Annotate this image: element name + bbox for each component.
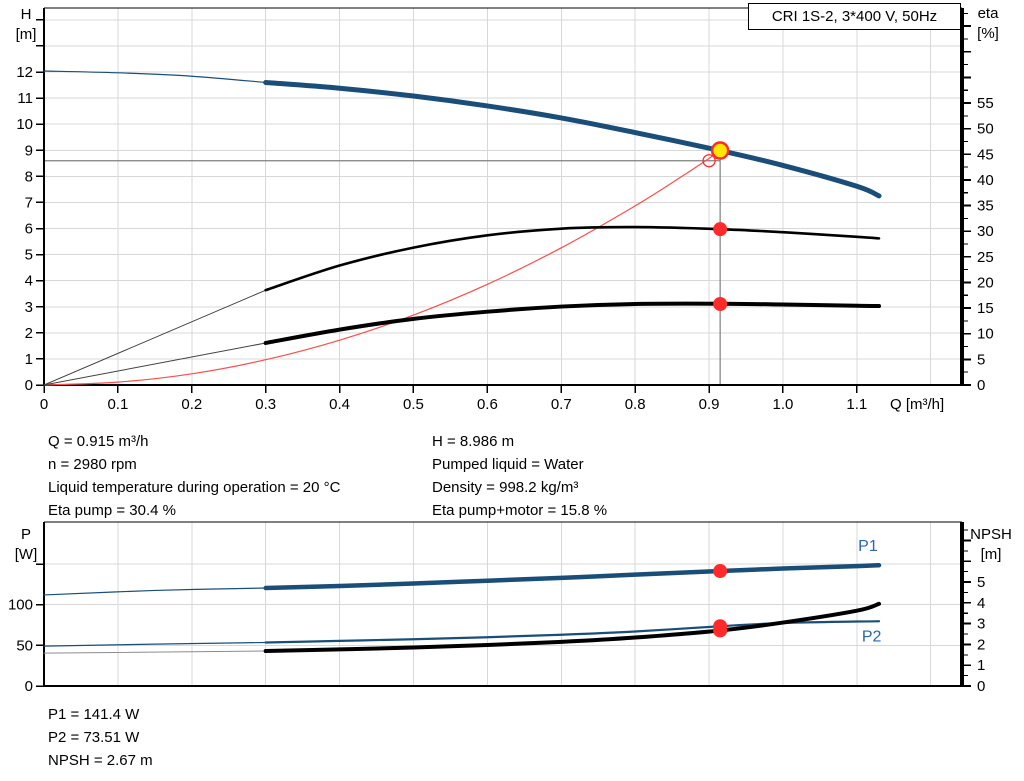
h-axis-symbol: H — [20, 6, 32, 23]
right-tick-label: 0 — [977, 678, 985, 695]
left-tick-label: 100 — [8, 597, 33, 614]
left-tick-label: 1 — [25, 351, 33, 368]
left-tick-label: 5 — [25, 247, 33, 264]
right-tick-label: 50 — [977, 121, 994, 138]
p1-point — [713, 564, 728, 579]
left-tick-label: 6 — [25, 221, 33, 238]
left-tick-label: 50 — [16, 637, 33, 654]
left-tick-label: 7 — [25, 194, 33, 211]
right-tick-label: 10 — [977, 326, 994, 343]
right-tick-label: 3 — [977, 616, 985, 633]
qh-curve — [263, 79, 882, 199]
p2-curve-label: P2 — [862, 628, 882, 645]
info-p2: P2 = 73.51 W — [48, 729, 140, 746]
left-tick-label: 3 — [25, 299, 33, 316]
x-tick-label: 1.1 — [846, 396, 867, 413]
x-tick-label: 0.6 — [477, 396, 498, 413]
x-tick-label: 0.4 — [329, 396, 350, 413]
eta-axis-unit: [%] — [977, 25, 999, 42]
eta-pump-motor-point — [713, 297, 728, 312]
right-tick-label: 20 — [977, 274, 994, 291]
x-tick-label: 0.3 — [255, 396, 276, 413]
left-tick-label: 11 — [17, 90, 33, 107]
p1-curve — [263, 563, 882, 591]
right-tick-label: 55 — [977, 95, 994, 112]
info-eta-pump: Eta pump = 30.4 % — [48, 502, 176, 519]
p2-curve-extrapolated — [43, 641, 267, 647]
right-tick-label: 0 — [977, 377, 985, 394]
npsh-curve — [263, 601, 882, 654]
x-tick-label: 0.1 — [107, 396, 128, 413]
right-tick-label: 5 — [977, 574, 985, 591]
x-tick-label: 1.0 — [773, 396, 794, 413]
left-tick-label: 8 — [25, 168, 33, 185]
npsh-curve-extrapolated — [43, 650, 267, 654]
npsh-axis-symbol: NPSH — [970, 526, 1012, 543]
p-axis-header: P [W] — [8, 525, 44, 565]
eta-pump-motor-extrapolated — [43, 342, 267, 386]
p1-curve-label: P1 — [858, 538, 878, 555]
right-tick-label: 45 — [977, 146, 994, 163]
left-tick-label: 4 — [25, 273, 33, 290]
x-axis-title: Q [m³/h] — [890, 396, 944, 413]
eta-axis-symbol: eta — [977, 5, 999, 22]
eta-pump-point — [713, 222, 728, 237]
right-tick-label: 2 — [977, 636, 985, 653]
p2-curve — [264, 620, 881, 644]
npsh-axis-header: NPSH [m] — [962, 525, 1020, 565]
right-tick-label: 25 — [977, 249, 994, 266]
info-npsh: NPSH = 2.67 m — [48, 752, 153, 769]
info-temp: Liquid temperature during operation = 20… — [48, 479, 341, 496]
info-liquid: Pumped liquid = Water — [432, 456, 584, 473]
eta-pump-curve — [264, 225, 881, 292]
left-tick-label: 0 — [25, 678, 33, 695]
right-tick-label: 5 — [977, 351, 985, 368]
left-tick-label: 12 — [16, 64, 33, 81]
p1-curve-extrapolated — [43, 587, 267, 596]
right-tick-label: 4 — [977, 595, 985, 612]
h-axis-header: H [m] — [8, 5, 44, 45]
left-tick-label: 10 — [16, 116, 33, 133]
right-tick-label: 1 — [977, 657, 985, 674]
right-tick-label: 35 — [977, 198, 994, 215]
h-axis-unit: [m] — [15, 26, 37, 43]
qh-curve-extrapolated — [43, 70, 267, 84]
left-tick-label: 2 — [25, 325, 33, 342]
x-tick-label: 0.9 — [699, 396, 720, 413]
x-tick-label: 0 — [40, 396, 48, 413]
info-h: H = 8.986 m — [432, 433, 515, 450]
requested-duty-point — [702, 154, 716, 168]
left-tick-label: 0 — [25, 377, 33, 394]
info-n: n = 2980 rpm — [48, 456, 137, 473]
p-axis-symbol: P — [20, 526, 31, 543]
info-density: Density = 998.2 kg/m³ — [432, 479, 579, 496]
system-curve — [43, 149, 721, 386]
npsh-axis-unit: [m] — [980, 546, 1002, 563]
left-tick-label: 9 — [25, 142, 33, 159]
x-tick-label: 0.7 — [551, 396, 572, 413]
eta-pump-motor-curve — [263, 301, 882, 345]
right-tick-label: 15 — [977, 300, 994, 317]
power-npsh-chart: 0 50 100 0 1 2 3 4 5 P1 P2 — [8, 521, 985, 695]
eta-axis-header: eta [%] — [964, 4, 1012, 44]
right-tick-label: 30 — [977, 223, 994, 240]
npsh-point — [713, 623, 728, 638]
info-eta-pump-motor: Eta pump+motor = 15.8 % — [432, 502, 608, 519]
info-p1: P1 = 141.4 W — [48, 706, 140, 723]
p-axis-unit: [W] — [14, 546, 38, 563]
right-tick-label: 40 — [977, 172, 994, 189]
info-q: Q = 0.915 m³/h — [48, 433, 149, 450]
x-tick-label: 0.5 — [403, 396, 424, 413]
x-tick-label: 0.8 — [625, 396, 646, 413]
x-tick-label: 0.2 — [181, 396, 202, 413]
duty-point[interactable] — [710, 141, 730, 160]
chart-title-box: CRI 1S-2, 3*400 V, 50Hz — [748, 3, 961, 30]
eta-pump-extrapolated — [43, 289, 267, 386]
